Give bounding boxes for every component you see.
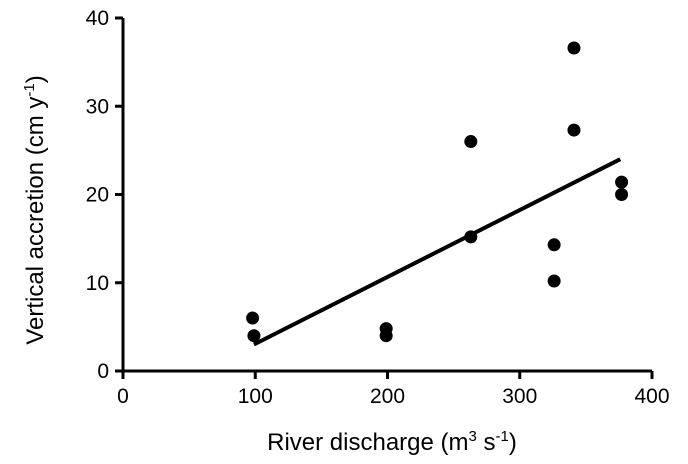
x-tick-label: 400: [634, 385, 669, 408]
y-axis-title: Vertical accretion (cm y-1): [21, 75, 49, 344]
data-point: [567, 123, 581, 137]
x-tick-label: 200: [370, 385, 405, 408]
data-point: [547, 274, 561, 288]
data-point: [379, 329, 393, 343]
y-tick-label: 10: [86, 272, 109, 295]
x-tick-label: 0: [117, 385, 129, 408]
x-tick-label: 100: [238, 385, 273, 408]
data-points: [246, 41, 629, 343]
data-point: [464, 135, 478, 149]
regression-line: [253, 157, 622, 347]
x-axis-title: River discharge (m3 s-1): [267, 428, 517, 456]
data-point: [247, 329, 261, 343]
data-point: [547, 238, 561, 252]
data-point: [246, 311, 260, 325]
y-tick-label: 0: [97, 360, 109, 383]
data-point: [567, 41, 581, 55]
regression-line-group: [253, 157, 622, 347]
y-tick-label: 20: [86, 184, 109, 207]
data-point: [464, 230, 478, 244]
axes: 0 100 200 300 400 0 10 20 30 40: [86, 7, 670, 408]
data-point: [615, 188, 629, 201]
x-tick-label: 300: [502, 385, 537, 408]
y-tick-label: 30: [86, 95, 109, 118]
data-point: [615, 175, 629, 189]
y-tick-label: 40: [86, 7, 109, 30]
